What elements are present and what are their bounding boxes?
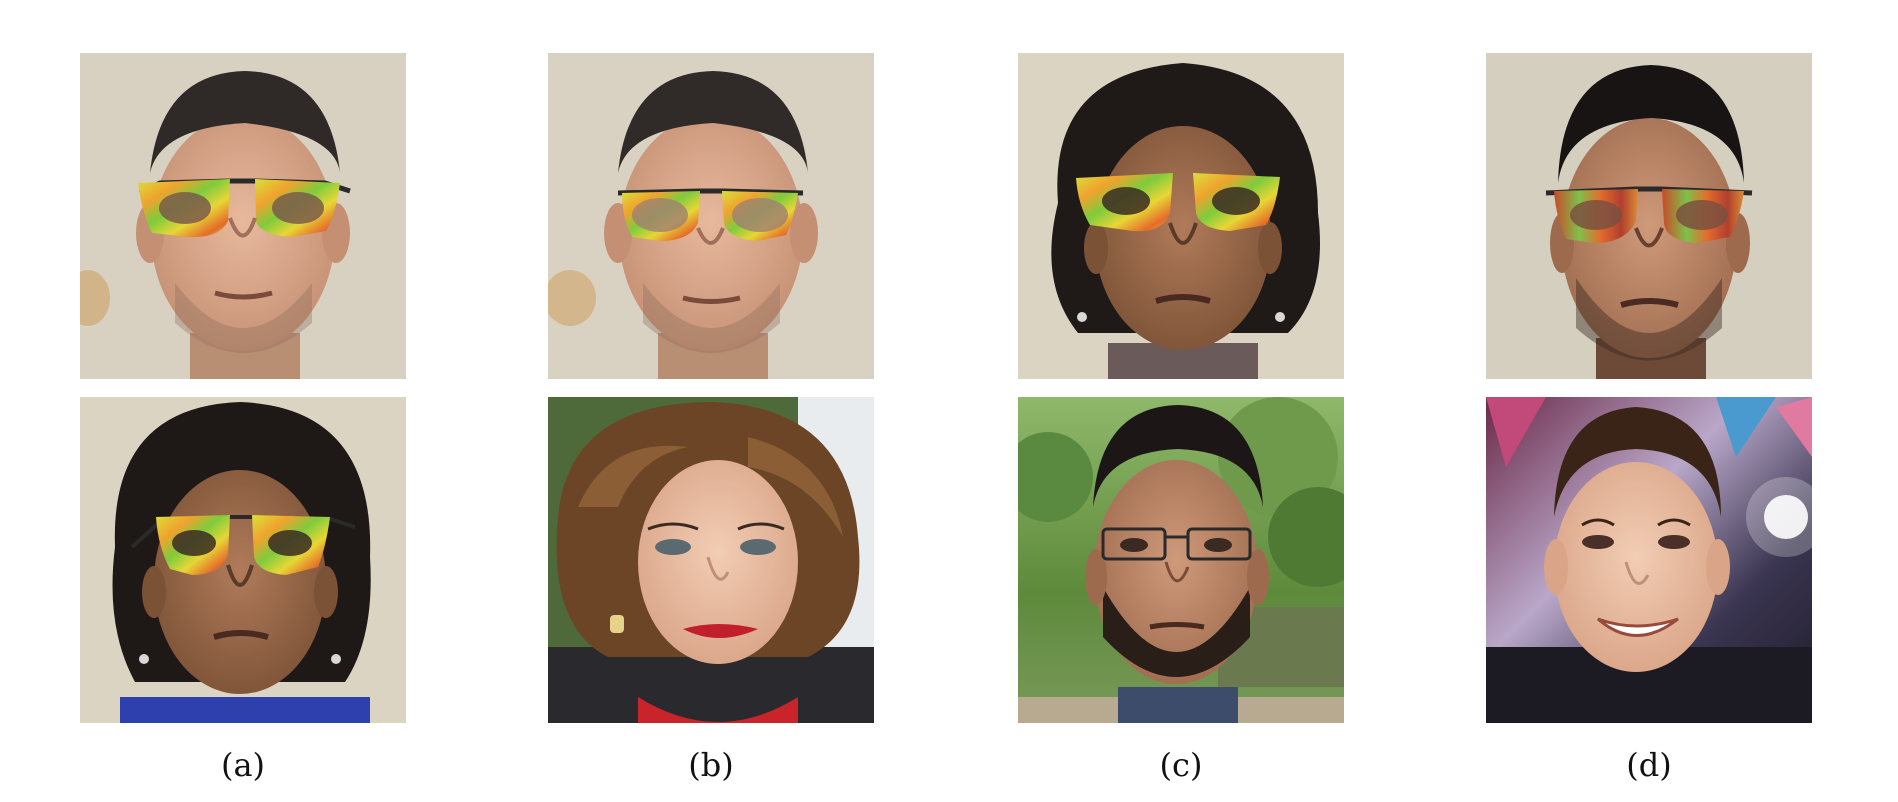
caption-d: (d) — [1626, 746, 1672, 784]
photo-d-bottom — [1486, 397, 1812, 723]
photo-d-top — [1486, 53, 1812, 379]
photo-a-top — [80, 53, 406, 379]
caption-b: (b) — [688, 746, 734, 784]
photo-c-bottom — [1018, 397, 1344, 723]
photo-b-bottom — [548, 397, 874, 723]
photo-b-top — [548, 53, 874, 379]
photo-c-top — [1018, 53, 1344, 379]
caption-c: (c) — [1159, 746, 1203, 784]
photo-a-bottom — [80, 397, 406, 723]
caption-a: (a) — [220, 746, 266, 784]
